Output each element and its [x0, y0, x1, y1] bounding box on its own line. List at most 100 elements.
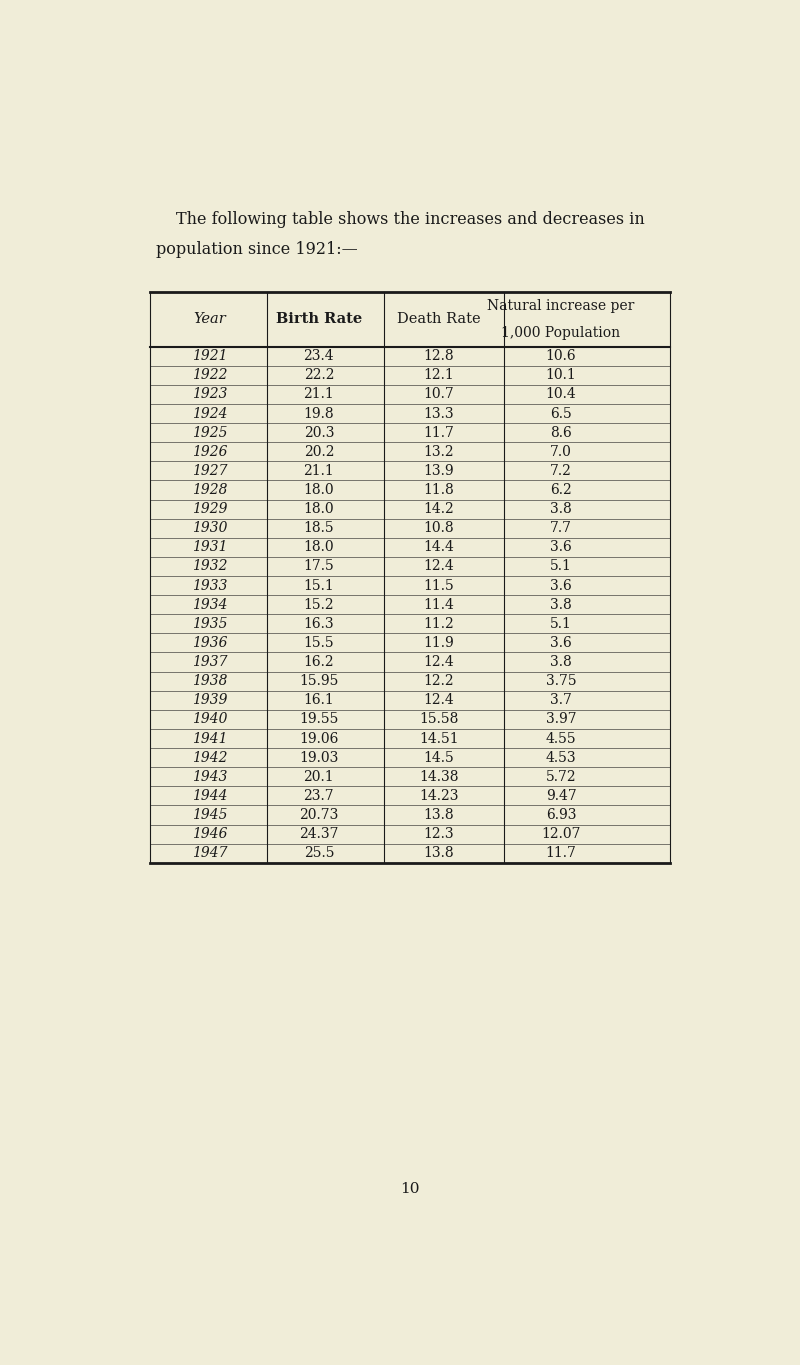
Text: 3.6: 3.6	[550, 541, 572, 554]
Text: 14.5: 14.5	[423, 751, 454, 764]
Text: 15.95: 15.95	[299, 674, 338, 688]
Text: 15.2: 15.2	[303, 598, 334, 612]
Text: 14.2: 14.2	[423, 502, 454, 516]
Text: 7.2: 7.2	[550, 464, 572, 478]
Text: 14.51: 14.51	[419, 732, 458, 745]
Text: population since 1921:—: population since 1921:—	[156, 240, 358, 258]
Text: 1942: 1942	[192, 751, 227, 764]
Text: 4.55: 4.55	[546, 732, 576, 745]
Text: 1925: 1925	[192, 426, 227, 440]
Text: 10.6: 10.6	[546, 349, 576, 363]
Text: 1927: 1927	[192, 464, 227, 478]
Text: 1946: 1946	[192, 827, 227, 841]
Text: Birth Rate: Birth Rate	[276, 313, 362, 326]
Text: 1936: 1936	[192, 636, 227, 650]
Text: 13.8: 13.8	[423, 846, 454, 860]
Text: 15.1: 15.1	[303, 579, 334, 592]
Text: 11.7: 11.7	[423, 426, 454, 440]
Text: 12.4: 12.4	[423, 693, 454, 707]
Text: 14.4: 14.4	[423, 541, 454, 554]
Text: 1940: 1940	[192, 713, 227, 726]
Text: 3.97: 3.97	[546, 713, 576, 726]
Text: 12.07: 12.07	[542, 827, 581, 841]
Text: 3.8: 3.8	[550, 502, 572, 516]
Text: 11.5: 11.5	[423, 579, 454, 592]
Text: 14.23: 14.23	[419, 789, 458, 803]
Text: 1939: 1939	[192, 693, 227, 707]
Text: 6.5: 6.5	[550, 407, 572, 420]
Text: 3.8: 3.8	[550, 655, 572, 669]
Text: 1924: 1924	[192, 407, 227, 420]
Text: 13.9: 13.9	[423, 464, 454, 478]
Text: 21.1: 21.1	[303, 388, 334, 401]
Text: 3.6: 3.6	[550, 636, 572, 650]
Text: The following table shows the increases and decreases in: The following table shows the increases …	[176, 212, 644, 228]
Text: 10.7: 10.7	[423, 388, 454, 401]
Text: 1941: 1941	[192, 732, 227, 745]
Text: 6.93: 6.93	[546, 808, 576, 822]
Text: 18.0: 18.0	[303, 483, 334, 497]
Text: 1922: 1922	[192, 369, 227, 382]
Text: 24.37: 24.37	[299, 827, 338, 841]
Text: 13.2: 13.2	[423, 445, 454, 459]
Text: 18.5: 18.5	[303, 521, 334, 535]
Text: 1926: 1926	[192, 445, 227, 459]
Text: 1944: 1944	[192, 789, 227, 803]
Text: 10: 10	[400, 1182, 420, 1196]
Text: 1921: 1921	[192, 349, 227, 363]
Text: 12.4: 12.4	[423, 560, 454, 573]
Text: 13.8: 13.8	[423, 808, 454, 822]
Text: 20.1: 20.1	[303, 770, 334, 784]
Text: 1934: 1934	[192, 598, 227, 612]
Text: 1938: 1938	[192, 674, 227, 688]
Text: 11.8: 11.8	[423, 483, 454, 497]
Text: 18.0: 18.0	[303, 502, 334, 516]
Text: 4.53: 4.53	[546, 751, 576, 764]
Text: 1943: 1943	[192, 770, 227, 784]
Text: 14.38: 14.38	[419, 770, 458, 784]
Text: 12.4: 12.4	[423, 655, 454, 669]
Text: 25.5: 25.5	[304, 846, 334, 860]
Text: 19.8: 19.8	[303, 407, 334, 420]
Text: 23.7: 23.7	[303, 789, 334, 803]
Text: 1930: 1930	[192, 521, 227, 535]
Text: 3.8: 3.8	[550, 598, 572, 612]
Text: Year: Year	[193, 313, 226, 326]
Text: Death Rate: Death Rate	[397, 313, 481, 326]
Text: 20.3: 20.3	[304, 426, 334, 440]
Text: 20.2: 20.2	[304, 445, 334, 459]
Text: 13.3: 13.3	[423, 407, 454, 420]
Text: 23.4: 23.4	[303, 349, 334, 363]
Text: 1935: 1935	[192, 617, 227, 631]
Text: 11.4: 11.4	[423, 598, 454, 612]
Text: 22.2: 22.2	[304, 369, 334, 382]
Text: 12.3: 12.3	[423, 827, 454, 841]
Text: 1945: 1945	[192, 808, 227, 822]
Text: 11.2: 11.2	[423, 617, 454, 631]
Text: 18.0: 18.0	[303, 541, 334, 554]
Text: 19.06: 19.06	[299, 732, 338, 745]
Text: 1932: 1932	[192, 560, 227, 573]
Text: 1929: 1929	[192, 502, 227, 516]
Text: 5.72: 5.72	[546, 770, 576, 784]
Text: 3.7: 3.7	[550, 693, 572, 707]
Text: 11.7: 11.7	[546, 846, 577, 860]
Text: 5.1: 5.1	[550, 560, 572, 573]
Text: 7.0: 7.0	[550, 445, 572, 459]
Text: 1937: 1937	[192, 655, 227, 669]
Text: 16.3: 16.3	[303, 617, 334, 631]
Text: Natural increase per: Natural increase per	[487, 299, 634, 313]
Text: 19.55: 19.55	[299, 713, 338, 726]
Text: 9.47: 9.47	[546, 789, 577, 803]
Text: 11.9: 11.9	[423, 636, 454, 650]
Text: 6.2: 6.2	[550, 483, 572, 497]
Text: 21.1: 21.1	[303, 464, 334, 478]
Text: 3.6: 3.6	[550, 579, 572, 592]
Text: 10.4: 10.4	[546, 388, 577, 401]
Text: 1933: 1933	[192, 579, 227, 592]
Text: 20.73: 20.73	[299, 808, 338, 822]
Text: 10.8: 10.8	[423, 521, 454, 535]
Text: 19.03: 19.03	[299, 751, 338, 764]
Text: 15.5: 15.5	[303, 636, 334, 650]
Text: 12.8: 12.8	[423, 349, 454, 363]
